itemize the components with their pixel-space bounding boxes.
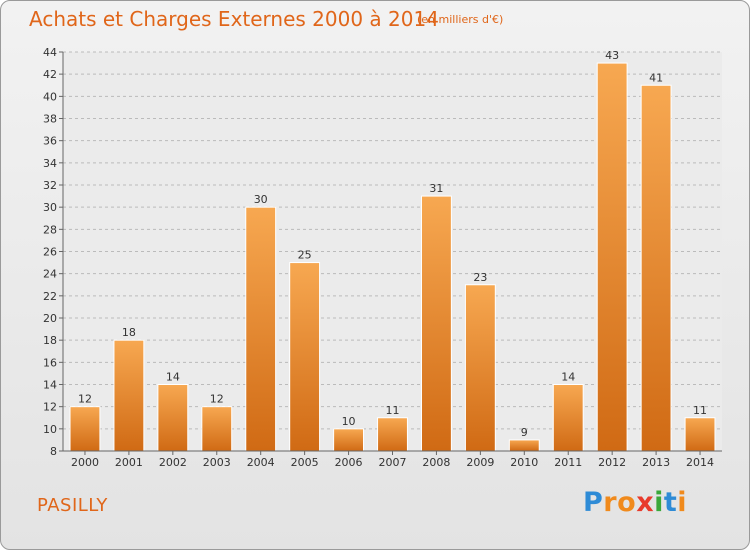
data-label-2008: 31 [429, 182, 443, 195]
logo-letter: i [677, 487, 688, 518]
bar-2001 [113, 339, 145, 452]
bar-2013 [640, 84, 672, 452]
y-tick-label: 28 [43, 223, 57, 236]
data-label-2003: 12 [210, 393, 224, 406]
x-tick-label-2001: 2001 [115, 456, 143, 469]
data-label-2005: 25 [298, 249, 312, 262]
bar-2009 [464, 284, 496, 452]
place-name: PASILLY [37, 495, 108, 516]
y-tick-label: 22 [43, 290, 57, 303]
logo-letter: P [583, 487, 604, 518]
y-tick-label: 42 [43, 68, 57, 81]
logo-letter: o [617, 487, 637, 518]
x-tick-label-2009: 2009 [466, 456, 494, 469]
x-tick-label-2000: 2000 [71, 456, 99, 469]
y-tick-label: 14 [43, 379, 57, 392]
labels: 8 10 12 14 16 18 20 22 24 26 28 30 32 34 36 38 40 42 44 12 2… [43, 46, 714, 469]
x-tick-label-2008: 2008 [422, 456, 450, 469]
data-label-2013: 41 [649, 71, 663, 84]
bar-2005 [289, 262, 321, 452]
x-tick-label-2012: 2012 [598, 456, 626, 469]
data-label-2006: 10 [342, 415, 356, 428]
x-tick-label-2006: 2006 [335, 456, 363, 469]
data-label-2000: 12 [78, 393, 92, 406]
data-label-2001: 18 [122, 326, 136, 339]
bars [69, 62, 716, 452]
x-tick-label-2014: 2014 [686, 456, 714, 469]
y-tick-label: 40 [43, 90, 57, 103]
logo-letter: x [636, 487, 655, 518]
logo-letter: r [603, 487, 618, 518]
x-tick-label-2007: 2007 [379, 456, 407, 469]
x-tick-label-2013: 2013 [642, 456, 670, 469]
bar-2008 [420, 195, 452, 452]
chart-title: Achats et Charges Externes 2000 à 2014 [29, 7, 439, 31]
data-label-2004: 30 [254, 193, 268, 206]
data-label-2012: 43 [605, 49, 619, 62]
x-tick-label-2002: 2002 [159, 456, 187, 469]
y-tick-label: 38 [43, 113, 57, 126]
y-tick-label: 26 [43, 246, 57, 259]
y-tick-label: 32 [43, 179, 57, 192]
data-label-2007: 11 [386, 404, 400, 417]
data-label-2014: 11 [693, 404, 707, 417]
y-tick-label: 44 [43, 46, 57, 59]
bar-2012 [596, 62, 628, 452]
x-tick-label-2010: 2010 [510, 456, 538, 469]
bar-2004 [245, 206, 277, 452]
y-tick-label: 20 [43, 312, 57, 325]
x-tick-label-2005: 2005 [291, 456, 319, 469]
y-tick-label: 16 [43, 356, 57, 369]
bar-2003 [201, 406, 233, 452]
y-tick-label: 24 [43, 268, 57, 281]
bar-2007 [377, 417, 408, 452]
y-tick-label: 10 [43, 423, 57, 436]
y-tick-label: 36 [43, 135, 57, 148]
chart-subtitle: (en milliers d'€) [417, 13, 504, 26]
y-tick-label: 18 [43, 334, 57, 347]
bar-2006 [333, 428, 365, 452]
bar-2011 [552, 384, 584, 452]
x-tick-label-2011: 2011 [554, 456, 582, 469]
data-label-2002: 14 [166, 371, 180, 384]
logo-letter: t [663, 487, 678, 518]
y-tick-label: 8 [50, 445, 57, 458]
bar-2014 [684, 417, 716, 452]
data-label-2009: 23 [473, 271, 487, 284]
bar-2000 [69, 406, 101, 452]
x-tick-label-2003: 2003 [203, 456, 231, 469]
data-label-2011: 14 [561, 371, 575, 384]
bar-2002 [157, 384, 189, 452]
y-tick-label: 34 [43, 157, 57, 170]
logo-letter: i [654, 487, 664, 518]
y-tick-label: 12 [43, 401, 57, 414]
proxiti-logo: Proxiti [583, 487, 687, 518]
axes [59, 51, 722, 455]
y-tick-label: 30 [43, 201, 57, 214]
bar-2010 [508, 439, 540, 452]
data-label-2010: 9 [521, 426, 528, 439]
x-tick-label-2004: 2004 [247, 456, 275, 469]
